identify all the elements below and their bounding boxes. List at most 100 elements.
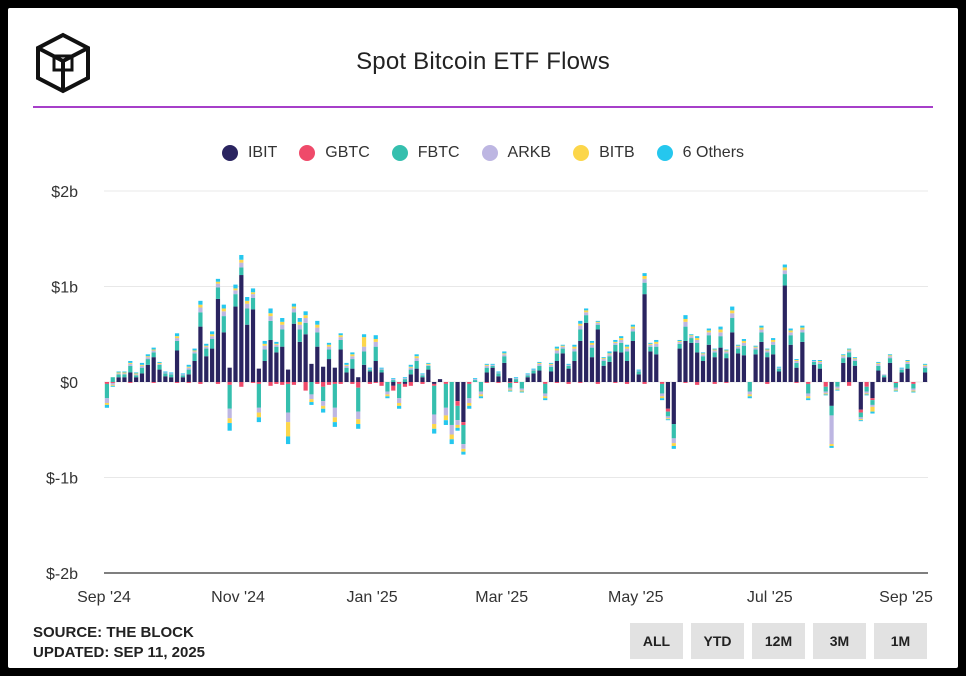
legend-item-6-others[interactable]: 6 Others (656, 144, 744, 162)
bar-segment-6-others (245, 297, 250, 301)
bar-segment-6-others (104, 404, 110, 408)
bar-segment-ibit (619, 352, 624, 382)
bar-segment-fbtc (847, 352, 852, 358)
bar-segment-6-others (402, 377, 408, 379)
bar-segment-fbtc (882, 375, 887, 378)
bar-segment-arkb (648, 344, 653, 347)
bar-segment-bitb (461, 448, 466, 452)
bar-segment-6-others (771, 338, 776, 340)
bar-segment-ibit (841, 362, 846, 382)
bar-segment-fbtc (548, 366, 554, 372)
bar-segment-bitb (326, 344, 332, 347)
bar-segment-fbtc (139, 367, 145, 374)
bar-segment-bitb (215, 281, 221, 284)
bar-segment-arkb (619, 339, 624, 343)
bar-segment-gbtc (397, 382, 402, 384)
bar-segment-arkb (806, 393, 811, 397)
range-button-ytd[interactable]: YTD (691, 623, 744, 659)
bar-segment-bitb (876, 362, 881, 364)
legend-item-arkb[interactable]: ARKB (481, 144, 551, 162)
bar-segment-arkb (321, 401, 326, 406)
bar-segment-arkb (157, 363, 162, 365)
bar-segment-fbtc (420, 375, 425, 378)
legend-item-gbtc[interactable]: GBTC (299, 144, 370, 162)
bar-segment-6-others (315, 320, 320, 325)
bar-segment-ibit (817, 368, 822, 382)
bar-segment-6-others (397, 405, 402, 409)
bar-segment-6-others (899, 367, 904, 369)
x-tick-label: Mar '25 (475, 589, 528, 606)
bar-segment-bitb (601, 358, 606, 360)
range-button-1m[interactable]: 1M (874, 623, 927, 659)
bar-segment-ibit (788, 344, 793, 382)
bar-segment-gbtc (408, 382, 413, 386)
bar-segment-6-others (730, 306, 735, 311)
bar-segment-fbtc (864, 386, 869, 392)
bar-segment-gbtc (508, 382, 513, 383)
bar-segment-bitb (449, 434, 454, 440)
legend-label: IBIT (247, 144, 278, 161)
bar-segment-6-others (502, 351, 507, 354)
bar-segment-6-others (554, 346, 560, 349)
bar-segment-arkb (624, 348, 630, 352)
bar-segment-ibit (496, 376, 501, 382)
bar-segment-bitb (332, 417, 337, 423)
bar-segment-fbtc (134, 375, 139, 378)
range-button-3m[interactable]: 3M (813, 623, 866, 659)
bar-segment-fbtc (642, 282, 647, 295)
bar-segment-arkb (502, 354, 507, 357)
bar-segment-arkb (630, 328, 635, 332)
bar-segment-bitb (607, 353, 612, 355)
bar-segment-6-others (432, 428, 437, 434)
bar-segment-ibit (245, 324, 250, 382)
bar-segment-ibit (379, 372, 384, 382)
bar-segment-ibit (554, 360, 560, 382)
bar-segment-ibit (595, 329, 600, 382)
bar-segment-gbtc (332, 382, 337, 384)
bar-segment-ibit (607, 361, 612, 382)
bar-segment-gbtc (303, 382, 308, 391)
bar-segment-6-others (280, 318, 285, 322)
bar-segment-bitb (210, 334, 215, 337)
bar-segment-ibit (204, 356, 209, 382)
bar-segment-fbtc (391, 380, 396, 382)
bar-segment-arkb (893, 387, 898, 390)
range-button-all[interactable]: ALL (630, 623, 683, 659)
legend-item-bitb[interactable]: BITB (573, 144, 635, 162)
legend-item-ibit[interactable]: IBIT (221, 144, 278, 162)
bar-segment-arkb (782, 270, 787, 275)
bar-segment-6-others (250, 288, 256, 293)
bar-segment-ibit (367, 371, 373, 382)
bar-segment-ibit (221, 332, 226, 382)
legend-item-fbtc[interactable]: FBTC (391, 144, 460, 162)
bar-segment-bitb (835, 388, 840, 390)
bar-segment-arkb (841, 356, 846, 359)
bar-segment-fbtc (210, 339, 215, 349)
bar-segment-arkb (922, 365, 928, 368)
bar-segment-gbtc (128, 382, 133, 383)
bar-segment-ibit (198, 326, 203, 382)
range-button-12m[interactable]: 12M (752, 623, 805, 659)
updated-label: UPDATED: SEP 11, 2025 (33, 644, 206, 661)
bar-segment-6-others (373, 335, 378, 340)
bar-segment-bitb (642, 275, 647, 279)
bar-segment-bitb (221, 308, 226, 312)
bar-segment-bitb (122, 372, 127, 374)
bar-segment-gbtc (543, 382, 548, 384)
bar-segment-fbtc (268, 320, 273, 340)
bar-segment-fbtc (776, 368, 782, 372)
bar-segment-6-others (508, 390, 513, 392)
bar-segment-bitb (192, 350, 197, 352)
bar-segment-arkb (169, 373, 174, 375)
bar-segment-6-others (420, 373, 425, 375)
bar-segment-gbtc (420, 382, 425, 384)
bar-segment-arkb (759, 329, 764, 333)
bar-segment-6-others (852, 357, 858, 359)
bar-segment-6-others (326, 342, 332, 345)
bar-segment-ibit (285, 369, 291, 382)
chart-plot: $2b $1b $0 $-1b $-2b Sep '24 Nov '24 Jan '25 Mar… (46, 184, 933, 606)
bar-segment-arkb (864, 391, 869, 394)
bar-segment-ibit (227, 367, 232, 382)
bar-segment-fbtc (806, 383, 811, 394)
bar-segment-bitb (274, 343, 279, 345)
